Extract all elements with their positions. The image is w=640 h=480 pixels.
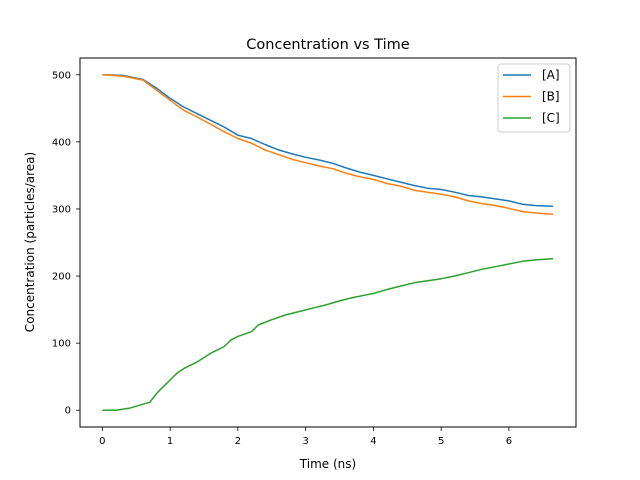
- y-tick-label: 500: [52, 70, 71, 81]
- y-tick-label: 300: [52, 204, 71, 215]
- chart-title: Concentration vs Time: [246, 37, 409, 53]
- axes-frame: [79, 57, 577, 428]
- y-tick-label: 100: [52, 339, 71, 350]
- x-axis-ticks: 0 1 2 3 4 5 6: [99, 427, 512, 447]
- x-tick-label: 0: [99, 436, 105, 447]
- y-axis-ticks: 0 100 200 300 400 500: [52, 70, 80, 417]
- legend-label-2: [C]: [542, 111, 560, 125]
- y-axis-label: Concentration (particles/area): [23, 152, 37, 332]
- legend-label-1: [B]: [542, 90, 560, 104]
- x-tick-label: 4: [370, 436, 376, 447]
- series-line-0: [102, 74, 554, 208]
- x-tick-label: 1: [167, 436, 173, 447]
- x-tick-label: 2: [235, 436, 241, 447]
- legend-items: [A] [B] [C]: [503, 68, 560, 125]
- legend-box: [497, 63, 571, 133]
- series-line-2: [102, 257, 554, 411]
- x-tick-label: 5: [438, 436, 444, 447]
- x-axis-label: Time (ns): [299, 457, 356, 471]
- series-line-1: [102, 74, 554, 216]
- plot-series: [102, 74, 554, 411]
- legend-label-0: [A]: [542, 68, 560, 82]
- legend: [A] [B] [C]: [497, 63, 571, 133]
- y-tick-label: 400: [52, 137, 71, 148]
- x-tick-label: 6: [506, 436, 512, 447]
- x-tick-label: 3: [302, 436, 308, 447]
- y-tick-label: 0: [65, 406, 71, 417]
- y-tick-label: 200: [52, 272, 71, 283]
